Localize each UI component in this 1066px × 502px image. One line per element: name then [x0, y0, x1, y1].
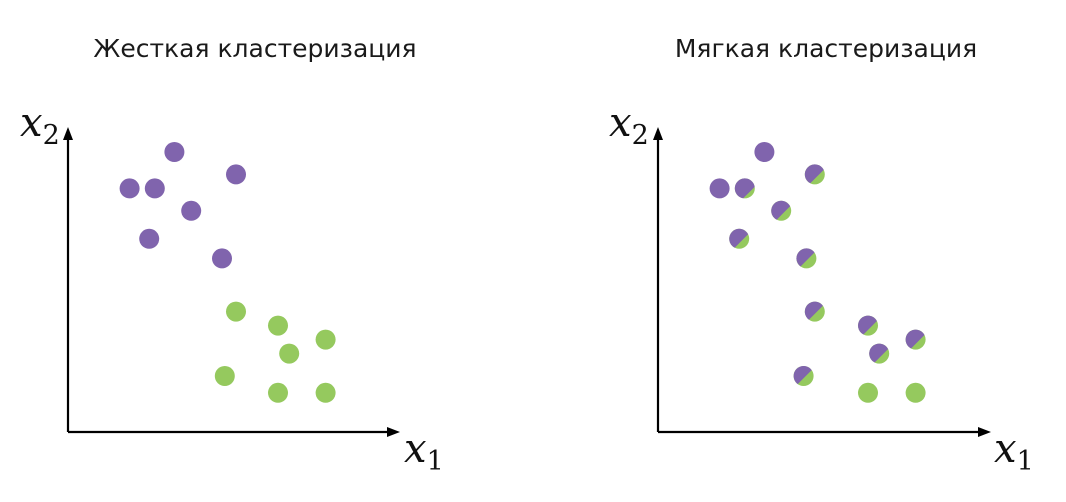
y-axis-label-subscript: 2 — [43, 120, 60, 151]
data-point — [858, 382, 878, 403]
data-point-circle — [181, 200, 202, 221]
data-point-circle — [144, 178, 165, 199]
data-point-primary-share — [796, 248, 815, 267]
data-point-primary-share — [804, 301, 823, 320]
data-point — [869, 343, 890, 364]
data-point — [268, 382, 288, 403]
hard-clustering-title: Жесткая кластеризация — [93, 34, 416, 63]
soft-clustering-title: Мягкая кластеризация — [675, 34, 977, 63]
hard-clustering-points — [119, 142, 336, 403]
y-axis-label-subscript: 2 — [632, 120, 649, 151]
data-point — [315, 329, 336, 350]
data-point-primary-share — [869, 343, 889, 363]
data-point-circle — [226, 301, 246, 322]
x-axis-label: x1 — [994, 426, 1034, 477]
data-point — [771, 200, 792, 221]
data-point — [164, 142, 185, 162]
data-point-circle — [315, 382, 336, 403]
data-point-circle — [268, 382, 288, 403]
data-point — [796, 248, 817, 269]
data-point-circle — [315, 329, 336, 350]
x-axis-label-letter: x — [404, 426, 427, 472]
data-point-primary-share — [905, 329, 925, 349]
y-axis-label-letter: x — [609, 100, 632, 146]
data-point — [905, 329, 926, 350]
data-point-circle — [164, 142, 185, 162]
data-point-circle — [709, 178, 730, 199]
data-point — [804, 301, 825, 322]
data-point-circle — [754, 142, 775, 162]
x-axis-arrow — [387, 427, 400, 437]
x-axis-label-subscript: 1 — [1017, 446, 1034, 477]
data-point — [734, 178, 755, 199]
data-point — [804, 164, 825, 185]
data-point-primary-share — [729, 228, 749, 248]
data-point — [212, 248, 232, 269]
data-point — [268, 315, 288, 336]
data-point — [729, 228, 750, 249]
soft-clustering-panel: Мягкая кластеризация x2 x1 — [609, 34, 1034, 477]
data-point-circle — [268, 315, 288, 336]
data-point — [315, 382, 336, 403]
y-axis-label: x2 — [20, 100, 60, 151]
x-axis-label-subscript: 1 — [427, 446, 444, 477]
data-point — [793, 366, 814, 386]
data-point-primary-share — [734, 178, 755, 199]
data-point-circle — [139, 228, 160, 249]
y-axis-arrow — [63, 127, 73, 140]
data-point — [709, 178, 730, 199]
data-point — [226, 164, 246, 185]
soft-clustering-points — [709, 142, 926, 403]
data-point-primary-share — [771, 200, 791, 220]
data-point-circle — [905, 382, 926, 403]
data-point-circle — [858, 382, 878, 403]
data-point — [144, 178, 165, 199]
data-point-primary-share — [858, 315, 877, 335]
data-point-circle — [279, 343, 300, 364]
data-point-circle — [226, 164, 246, 185]
x-axis-arrow — [978, 427, 991, 437]
data-point — [226, 301, 246, 322]
data-point — [279, 343, 300, 364]
data-point — [905, 382, 926, 403]
hard-clustering-panel: Жесткая кластеризация x2 x1 — [20, 34, 444, 477]
y-axis-label-letter: x — [20, 100, 43, 146]
data-point-circle — [214, 366, 235, 386]
data-point — [214, 366, 235, 386]
x-axis-label: x1 — [404, 426, 444, 477]
data-point — [139, 228, 160, 249]
x-axis-label-letter: x — [994, 426, 1017, 472]
data-point — [858, 315, 878, 336]
data-point-primary-share — [804, 164, 824, 184]
data-point-primary-share — [793, 366, 812, 385]
data-point — [181, 200, 202, 221]
y-axis-label: x2 — [609, 100, 649, 151]
data-point-circle — [119, 178, 140, 199]
data-point — [754, 142, 775, 162]
y-axis-arrow — [653, 127, 663, 140]
data-point — [119, 178, 140, 199]
data-point-circle — [212, 248, 232, 269]
